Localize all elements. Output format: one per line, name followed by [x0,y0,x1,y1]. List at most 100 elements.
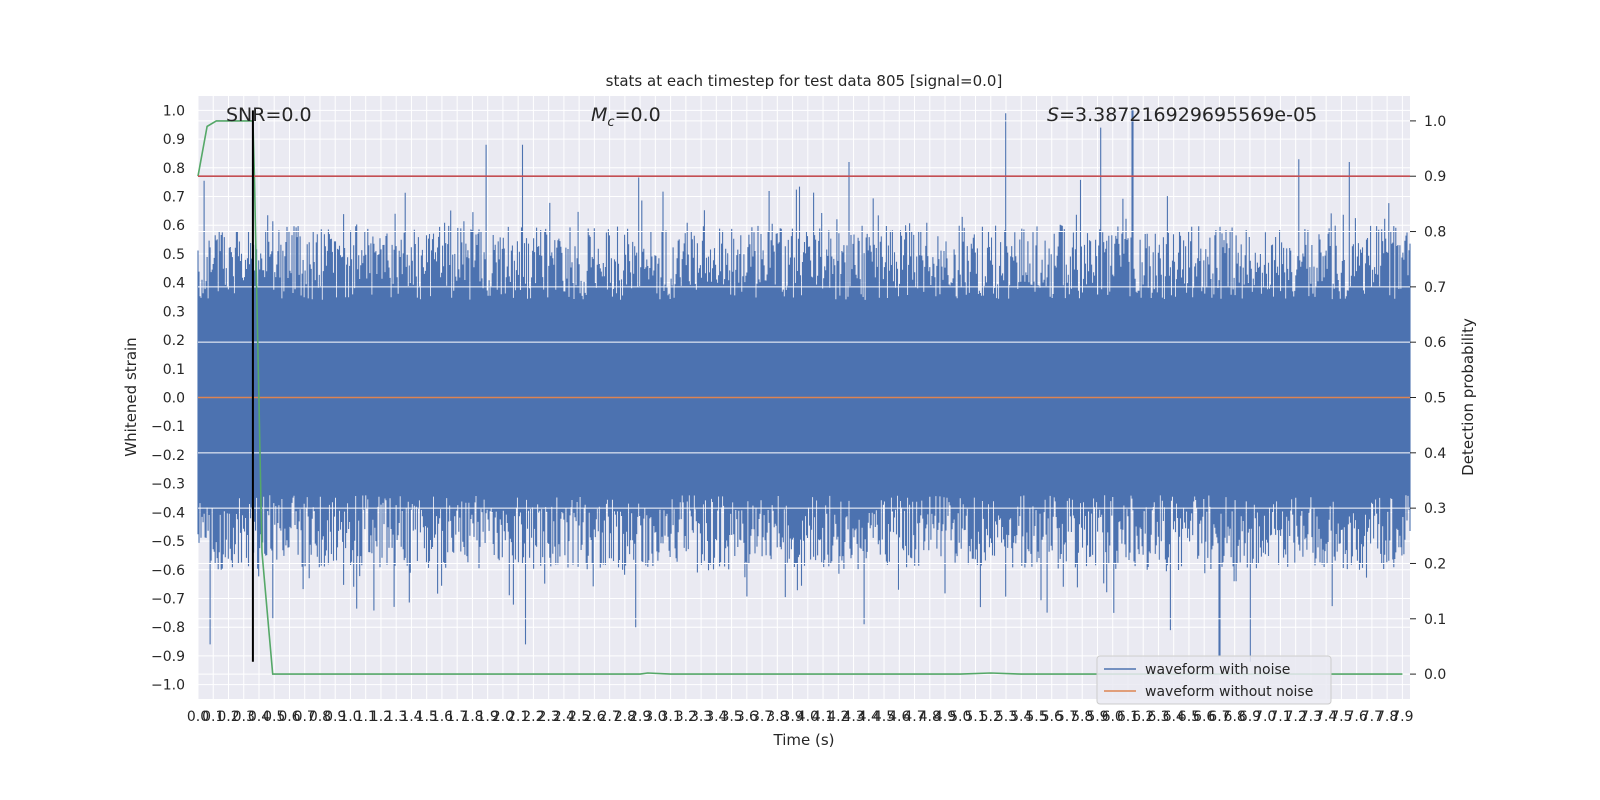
x-axis-ticks: 0.00.10.20.30.40.50.60.70.80.91.01.11.21… [187,709,1414,725]
y2-tick-label: 0.1 [1424,612,1446,628]
y2-tick-label: 0.0 [1424,667,1446,683]
x-tick-label: 4.4 [858,709,880,725]
legend: waveform with noise waveform without noi… [1096,655,1332,705]
x-tick-label: 3.0 [644,709,666,725]
y-tick-label: 0.2 [163,333,185,349]
x-tick-label: 4.9 [934,709,956,725]
x-tick-label: 5.2 [980,709,1002,725]
x-tick-label: 5.3 [995,709,1017,725]
x-tick-label: 2.5 [568,709,590,725]
x-tick-label: 1.4 [400,709,422,725]
x-tick-label: 0.7 [294,709,316,725]
y-tick-label: 0.9 [163,132,185,148]
x-tick-label: 1.9 [477,709,499,725]
x-tick-label: 2.0 [492,709,514,725]
x-tick-label: 7.7 [1361,709,1383,725]
x-tick-label: 1.2 [370,709,392,725]
x-tick-label: 3.8 [766,709,788,725]
x-tick-label: 2.2 [522,709,544,725]
x-tick-label: 5.4 [1010,709,1032,725]
chirp-mass-value: =0.0 [615,104,661,126]
x-tick-label: 6.6 [1193,709,1215,725]
y2-tick-label: 0.5 [1424,391,1446,407]
y-tick-label: −0.5 [151,534,185,550]
x-tick-label: 4.1 [812,709,834,725]
y-axis-label: Whitened strain [122,337,140,456]
x-tick-label: 7.6 [1346,709,1368,725]
y-tick-label: −0.4 [151,505,185,521]
x-tick-label: 1.3 [385,709,407,725]
y2-tick-label: 0.6 [1424,335,1446,351]
x-tick-label: 1.5 [416,709,438,725]
chirp-mass-annotation: Mc=0.0 [591,104,661,130]
x-tick-label: 3.6 [736,709,758,725]
x-tick-label: 6.4 [1163,709,1185,725]
y-tick-label: −0.9 [151,649,185,665]
x-tick-label: 2.8 [614,709,636,725]
y-tick-label: −0.7 [151,592,185,608]
y-tick-label: 0.5 [163,247,185,263]
y-tick-label: −1.0 [151,678,185,694]
x-tick-label: 0.0 [187,709,209,725]
x-tick-label: 3.3 [690,709,712,725]
y2-tick-label: 1.0 [1424,114,1446,130]
x-tick-label: 5.0 [949,709,971,725]
y-tick-label: −0.2 [151,448,185,464]
x-tick-label: 5.8 [1071,709,1093,725]
x-tick-label: 0.4 [248,709,270,725]
y2-tick-label: 0.3 [1424,501,1446,517]
chart-title: stats at each timestep for test data 805… [606,72,1003,90]
legend-label-clean: waveform without noise [1145,684,1313,700]
x-tick-label: 4.6 [888,709,910,725]
x-tick-label: 4.7 [903,709,925,725]
y2-tick-label: 0.7 [1424,280,1446,296]
legend-label-noise: waveform with noise [1145,662,1290,678]
y2-tick-label: 0.2 [1424,556,1446,572]
x-tick-label: 7.4 [1315,709,1337,725]
x-tick-label: 4.2 [827,709,849,725]
y-tick-label: 0.8 [163,161,185,177]
x-tick-label: 6.1 [1117,709,1139,725]
x-tick-label: 1.1 [355,709,377,725]
y-tick-label: 0.1 [163,362,185,378]
x-tick-label: 0.9 [324,709,346,725]
y-tick-label: −0.6 [151,563,185,579]
x-tick-label: 7.9 [1391,709,1413,725]
y2-tick-label: 0.8 [1424,225,1446,241]
x-tick-label: 2.1 [507,709,529,725]
chirp-mass-symbol: M [591,104,607,126]
x-tick-label: 7.1 [1269,709,1291,725]
x-tick-label: 0.3 [233,709,255,725]
x-tick-label: 6.0 [1102,709,1124,725]
x-tick-label: 7.2 [1285,709,1307,725]
y2-axis-ticks: 1.0 0.9 0.8 0.7 0.6 0.5 0.4 0.3 0.2 0.1 0.0 [1410,114,1446,683]
x-tick-label: 3.1 [659,709,681,725]
x-tick-label: 0.2 [217,709,239,725]
y-tick-label: 0.6 [163,218,185,234]
x-tick-label: 0.5 [263,709,285,725]
x-tick-label: 1.7 [446,709,468,725]
x-tick-label: 3.2 [675,709,697,725]
x-tick-label: 5.9 [1086,709,1108,725]
x-tick-label: 6.3 [1147,709,1169,725]
x-tick-label: 6.7 [1208,709,1230,725]
x-tick-label: 6.9 [1239,709,1261,725]
snr-annotation: SNR=0.0 [226,104,312,126]
x-tick-label: 2.9 [629,709,651,725]
x-tick-label: 6.2 [1132,709,1154,725]
significance-annotation: S=3.387216929695569e-05 [1047,104,1317,126]
x-tick-label: 7.3 [1300,709,1322,725]
x-tick-label: 5.5 [1025,709,1047,725]
x-tick-label: 5.1 [964,709,986,725]
x-tick-label: 7.8 [1376,709,1398,725]
y2-tick-label: 0.9 [1424,169,1446,185]
x-tick-label: 0.6 [278,709,300,725]
y-tick-label: 0.3 [163,304,185,320]
x-tick-label: 5.6 [1041,709,1063,725]
x-tick-label: 5.7 [1056,709,1078,725]
legend-box [1096,655,1332,705]
y2-axis-label: Detection probability [1459,318,1477,476]
x-tick-label: 0.8 [309,709,331,725]
chirp-mass-subscript: c [607,115,614,130]
